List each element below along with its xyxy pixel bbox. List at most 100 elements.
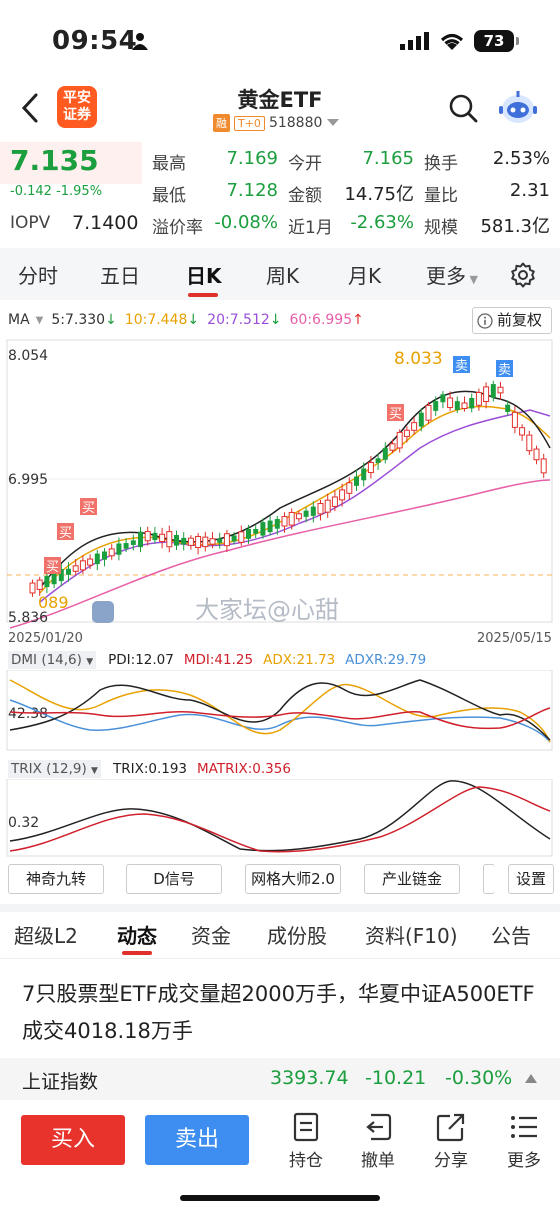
volume-ratio-value: 2.31 [509,180,550,201]
candle [310,506,316,516]
candle [346,482,353,494]
end-date: 2025/05/15 [477,631,552,646]
dmi-legend[interactable]: DMI (14,6) ▼ PDI:12.07 MDI:41.25 ADX:21.… [8,651,426,669]
tool-overflow[interactable] [483,864,495,894]
candle [209,538,216,545]
dmi-selector[interactable]: DMI (14,6) ▼ [8,651,97,669]
tab-intraday[interactable]: 分时 [18,264,58,288]
price-highlight [0,142,142,184]
document-icon [293,1112,319,1142]
start-date: 2025/01/20 [8,631,83,646]
robot-assistant-icon[interactable] [498,88,538,128]
candle [181,537,187,545]
candle [260,522,266,536]
status-bar: 09:54 73 [0,0,560,80]
candle [231,535,237,542]
candle [361,468,367,481]
active-section-indicator [122,951,152,955]
candle [411,422,418,431]
security-subtitle[interactable]: 融 T+0 518880 [213,114,340,132]
trix-chart[interactable]: 0.32 [0,779,560,857]
candle [317,503,324,515]
tab-weekly-k[interactable]: 周K [266,264,300,288]
candle [174,534,179,546]
kline-chart[interactable]: 8.054 6.995 5.836 8.033 089 买 买 买 买 卖 卖 … [0,338,560,650]
buy-button[interactable]: 买入 [21,1115,125,1165]
tool-d-signal[interactable]: D信号 [126,864,222,894]
tab-news[interactable]: 动态 [117,924,157,948]
news-headline[interactable]: 7只股票型ETF成交量超2000万手，华夏中证A500ETF成交4018.18万… [22,982,535,1043]
trix-legend[interactable]: TRIX (12,9) ▼ TRIX:0.193 MATRIX:0.356 [8,760,291,778]
tool-grid-master[interactable]: 网格大师2.0 [245,864,341,894]
candle [526,434,533,452]
dmi-chart[interactable]: 42.38 [0,670,560,752]
adjust-label: 前复权 [497,311,543,329]
last-price: 7.135 [10,144,99,177]
candle [116,543,122,555]
tab-daily-k[interactable]: 日K [186,264,222,288]
tool-industry-chain[interactable]: 产业链金 [364,864,460,894]
change-value: -0.142 [10,184,52,199]
dmi-adx: ADX:21.73 [263,652,336,668]
index-ticker[interactable]: 上证指数 3393.74 -10.21 -0.30% [0,1058,560,1100]
candle [144,531,151,542]
adjust-selector[interactable]: 前复权 [472,307,552,334]
position-button[interactable]: 持仓 [278,1112,334,1171]
dmi-level: 42.38 [8,706,48,722]
candle [202,536,209,548]
trix-selector[interactable]: TRIX (12,9) ▼ [8,760,101,778]
tool-magic-nine[interactable]: 神奇九转 [8,864,104,894]
dmi-mdi: MDI:41.25 [183,652,254,668]
ma60-value: 60:6.995 [289,312,353,328]
ma10-line [39,405,551,594]
chevron-down-icon: ▼ [91,766,98,776]
candle [447,397,454,408]
dmi-pdi: PDI:12.07 [108,652,174,668]
y-axis-mid: 6.995 [8,472,48,488]
margin-tag: 融 [213,114,230,132]
high-label: 最高 [152,154,186,174]
candle [483,386,490,403]
candle [58,569,64,582]
price-change: -0.142 -1.95% [10,184,102,199]
gear-icon[interactable] [510,262,536,288]
open-label: 今开 [288,154,322,174]
divider [0,958,560,959]
tab-five-day[interactable]: 五日 [100,264,140,288]
candle [295,513,302,520]
info-icon [477,312,493,329]
expand-up-icon [525,1074,537,1083]
sell-button[interactable]: 卖出 [145,1115,249,1165]
ma-legend[interactable]: MA ▼ 5:7.330 ↓ 10:7.448 ↓ 20:7.512 ↓ 60:6.9… [8,312,364,328]
tab-announcements[interactable]: 公告 [491,924,531,948]
broker-logo-text: 平安 证券 [63,90,91,123]
tab-f10[interactable]: 资料(F10) [365,924,458,948]
candle [540,458,547,474]
back-arrow-icon[interactable] [18,92,42,124]
tab-monthly-k[interactable]: 月K [348,264,382,288]
y-axis-min: 5.836 [8,610,48,626]
candle [519,427,526,436]
tab-level2[interactable]: 超级L2 [14,924,78,948]
cancel-order-button[interactable]: 撤单 [350,1112,406,1171]
candle [367,462,374,474]
tab-constituents[interactable]: 成份股 [267,924,327,948]
ma5-line [39,390,551,589]
candle [187,537,194,546]
undo-icon [366,1113,392,1141]
high-price-marker: 8.033 [394,349,443,369]
premium-label: 溢价率 [152,218,203,238]
more-button[interactable]: 更多 [496,1112,552,1171]
tab-capital[interactable]: 资金 [191,924,231,948]
candle [253,528,259,534]
buy-marker: 买 [82,501,95,516]
dropdown-triangle-icon [327,119,340,126]
cancel-label: 撤单 [361,1151,395,1171]
candle [505,404,511,412]
share-button[interactable]: 分享 [423,1112,479,1171]
low-label: 最低 [152,186,186,206]
tab-more[interactable]: 更多 ▼ [426,260,478,289]
volume-ratio-label: 量比 [424,186,458,206]
tool-settings[interactable]: 设置 [508,864,554,894]
search-icon[interactable] [448,93,478,123]
